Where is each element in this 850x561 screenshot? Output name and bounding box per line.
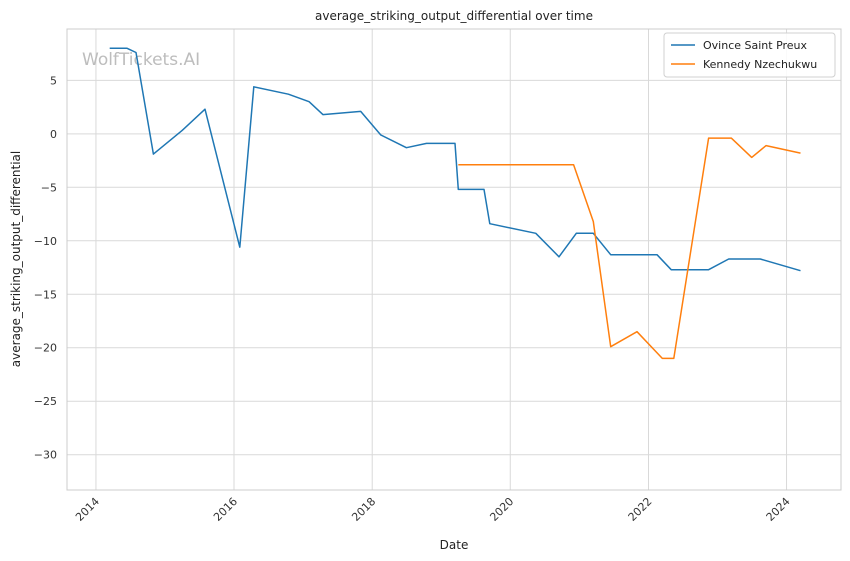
series-layer [109, 47, 801, 360]
y-axis-ticks: 5 0 −5 −10 −15 −20 −25 −30 [34, 74, 57, 461]
y-axis-label: average_striking_output_differential [9, 151, 23, 367]
y-tick-label: 0 [50, 128, 57, 141]
series-line-2 [458, 137, 801, 360]
plot-area [66, 28, 842, 491]
series-line-1 [109, 47, 801, 272]
legend-entry: Ovince Saint Preux [703, 39, 808, 52]
grid-lines [67, 29, 841, 490]
x-axis-label: Date [440, 538, 469, 552]
y-tick-label: −5 [41, 181, 57, 194]
watermark: WolfTickets.AI [82, 50, 200, 70]
legend-box [663, 32, 836, 78]
chart-title: average_striking_output_differential ove… [315, 9, 593, 23]
y-tick-label: −25 [34, 395, 57, 408]
y-tick-label: −10 [34, 235, 57, 248]
y-tick-label: 5 [50, 74, 57, 87]
legend-entry: Kennedy Nzechukwu [703, 58, 817, 71]
y-tick-label: −15 [34, 288, 57, 301]
legend: Ovince Saint Preux Kennedy Nzechukwu [663, 32, 836, 78]
y-tick-label: −20 [34, 342, 57, 355]
y-tick-label: −30 [34, 449, 57, 462]
